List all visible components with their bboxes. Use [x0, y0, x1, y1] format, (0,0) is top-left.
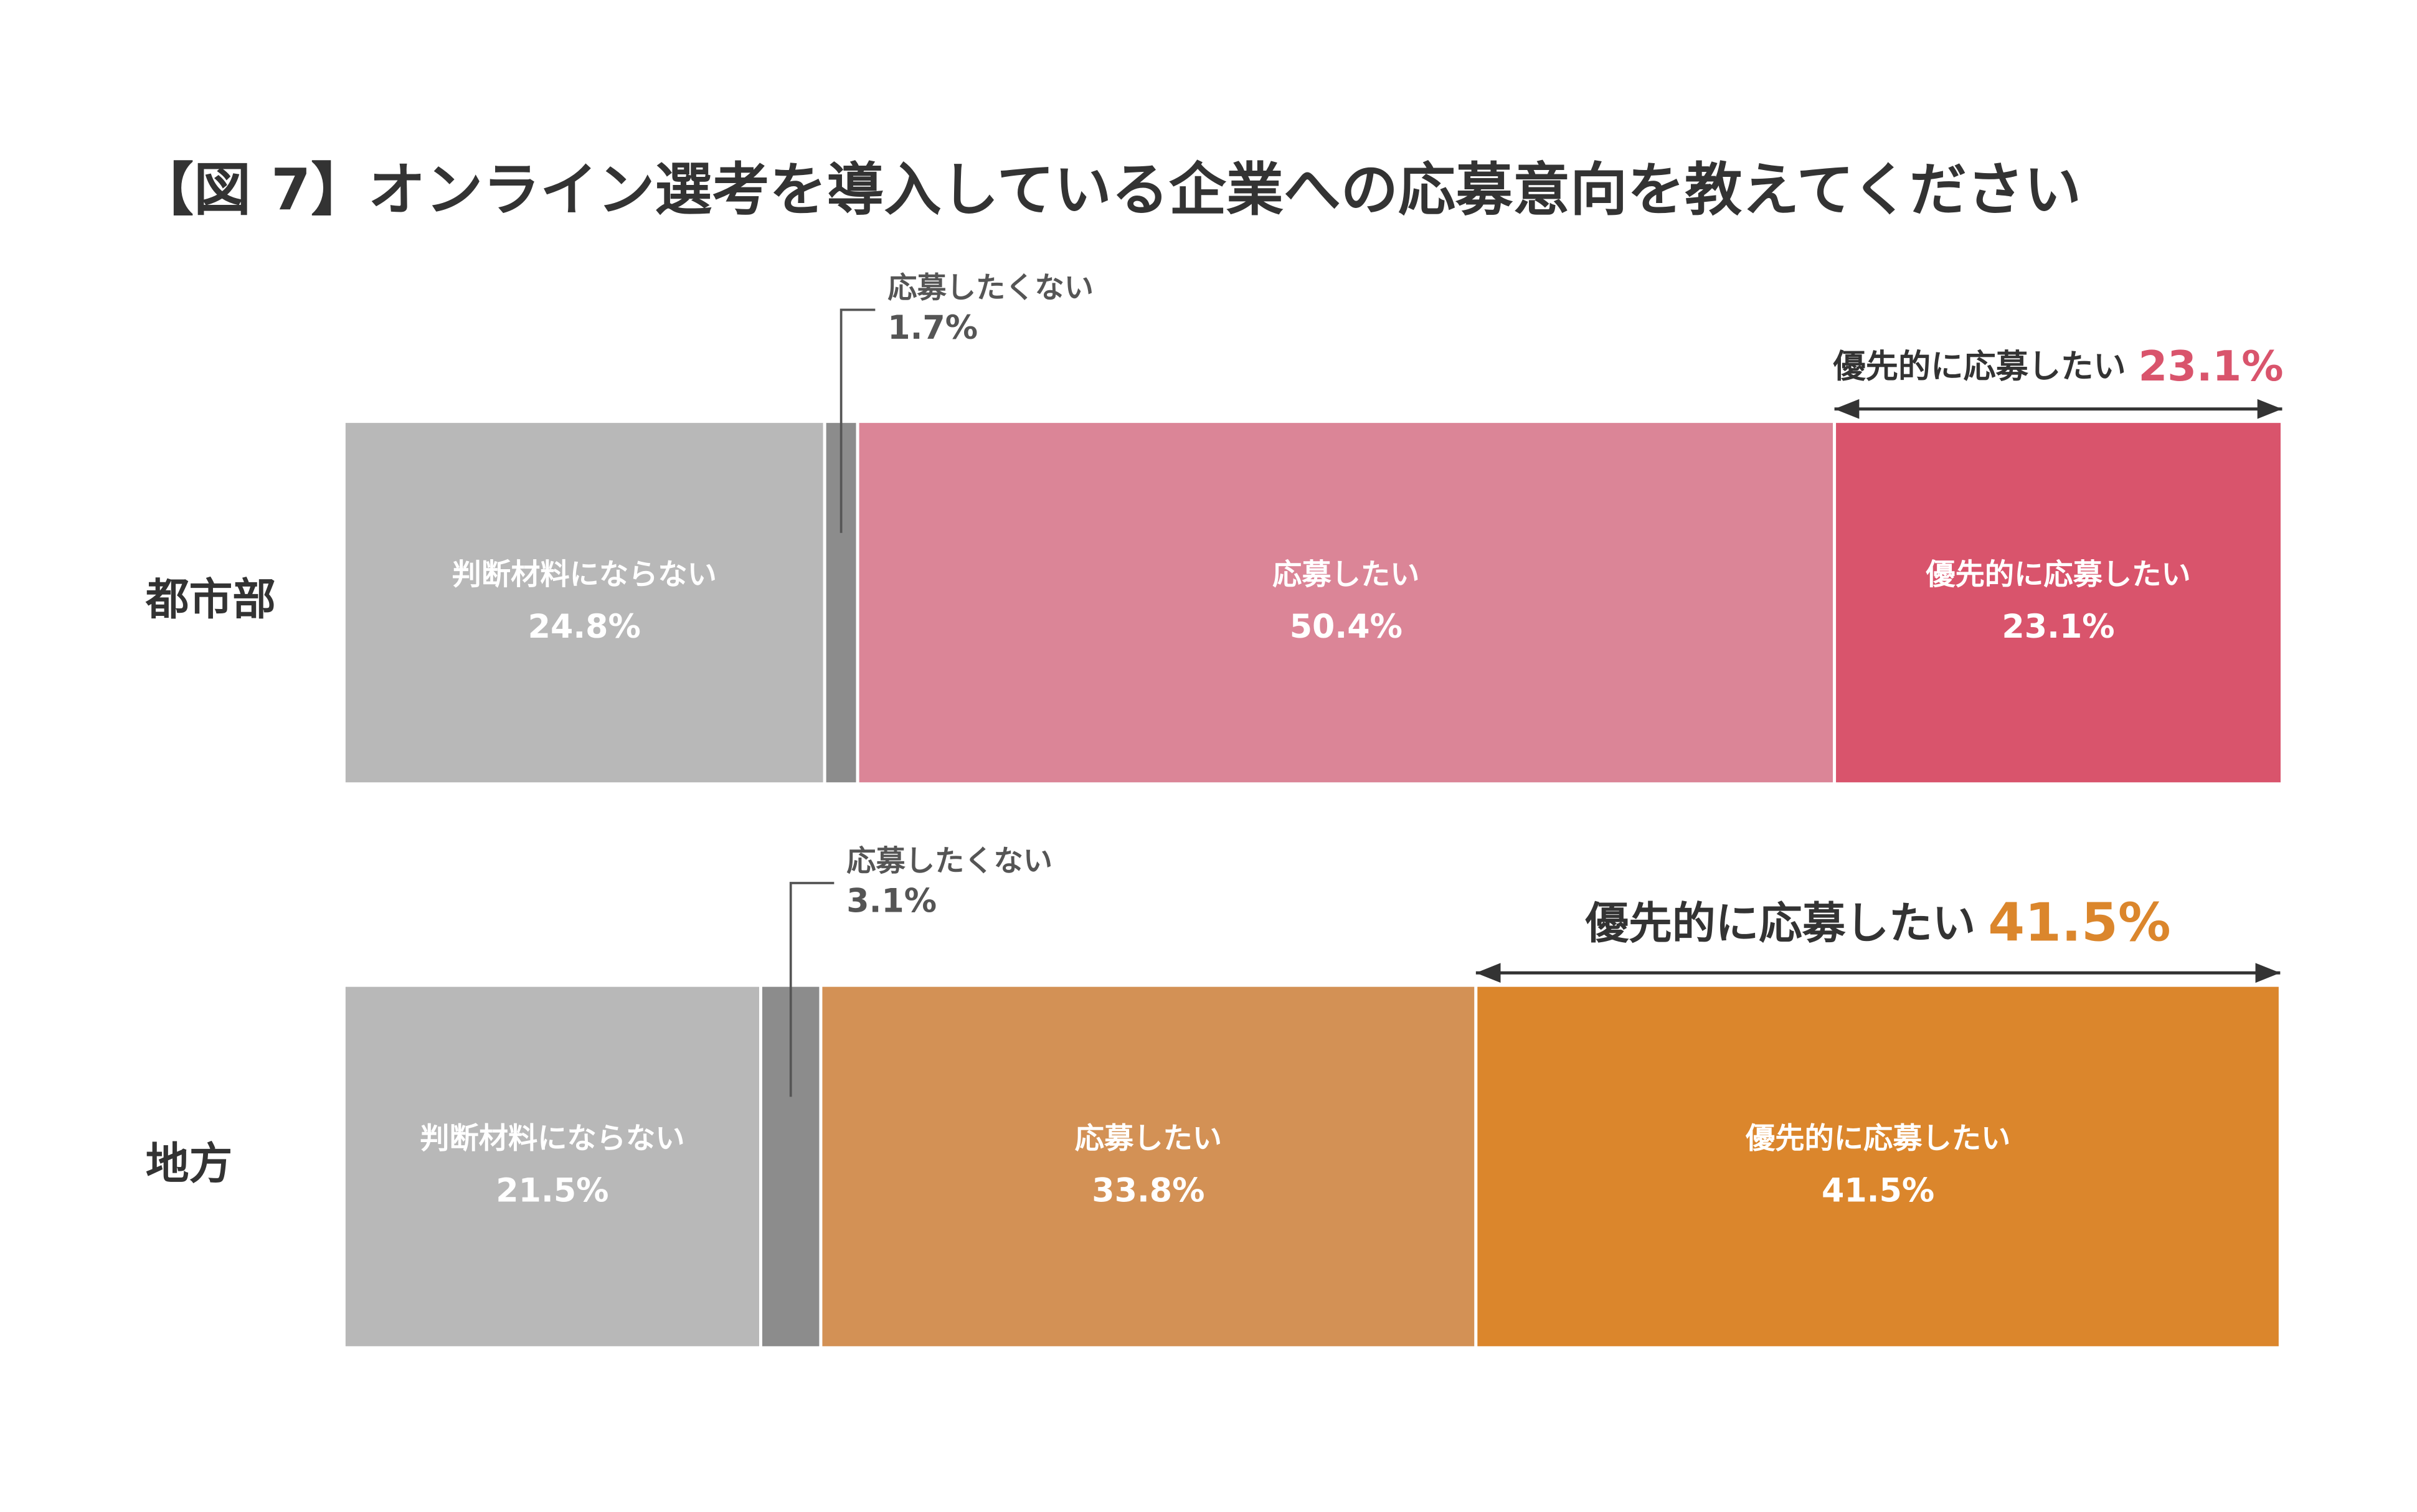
callout-name: 応募したくない — [846, 844, 1052, 879]
segment-value: 33.8% — [1092, 1173, 1204, 1210]
callout-name: 応募したくない — [887, 271, 1094, 305]
bar-segment — [1474, 983, 2282, 1349]
bar-segment — [342, 983, 762, 1349]
segment-value: 23.1% — [2002, 608, 2114, 646]
callout-value: 3.1% — [846, 882, 937, 920]
segment-name: 応募したい — [1075, 1122, 1222, 1156]
chart-title: 【図 7】オンライン選考を導入している企業への応募意向を教えてください — [136, 156, 2081, 223]
span-name: 優先的に応募したい — [1833, 348, 2126, 385]
span-value: 23.1% — [2139, 342, 2284, 390]
span-label: 優先的に応募したい 41.5% — [1585, 892, 2171, 953]
bar-segment — [856, 420, 1837, 786]
span-name: 優先的に応募したい — [1585, 899, 1976, 949]
category-label: 地方 — [146, 1138, 232, 1189]
callout-value: 1.7% — [887, 309, 978, 347]
segment-name: 優先的に応募したい — [1745, 1122, 2010, 1156]
callout-line — [840, 308, 876, 533]
segment-name: 判断材料にならない — [420, 1122, 684, 1156]
segment-name: 応募したい — [1272, 557, 1419, 592]
segment-value: 50.4% — [1290, 608, 1402, 646]
span-value: 41.5% — [1988, 892, 2170, 953]
category-label: 都市部 — [145, 575, 276, 625]
bar-segment — [819, 983, 1478, 1349]
segment-value: 41.5% — [1822, 1173, 1934, 1210]
segment-name: 優先的に応募したい — [1925, 557, 2190, 592]
bar-segment — [1833, 420, 2284, 786]
segment-value: 21.5% — [496, 1173, 608, 1210]
segment-name: 判断材料にならない — [452, 557, 717, 592]
callout-line — [789, 882, 835, 1097]
bar-segment — [342, 420, 826, 786]
segment-value: 24.8% — [528, 608, 641, 646]
span-label: 優先的に応募したい 23.1% — [1833, 342, 2284, 390]
